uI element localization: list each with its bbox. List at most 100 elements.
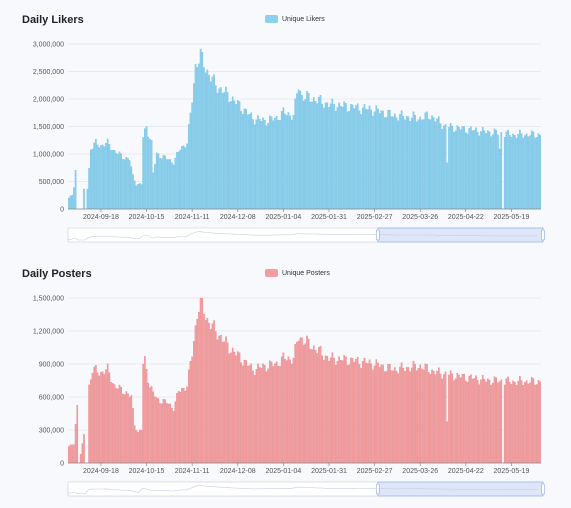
posters-bar[interactable] (334, 365, 337, 464)
posters-bar[interactable] (160, 403, 163, 464)
likers-bar[interactable] (453, 132, 455, 210)
likers-bar[interactable] (510, 136, 513, 210)
likers-bar[interactable] (118, 151, 121, 210)
posters-bar[interactable] (532, 378, 535, 464)
posters-bar[interactable] (73, 444, 75, 464)
likers-bar[interactable] (169, 159, 171, 210)
posters-bar[interactable] (451, 373, 454, 464)
posters-bar[interactable] (328, 361, 330, 464)
posters-bar[interactable] (453, 380, 455, 464)
posters-bar[interactable] (512, 380, 514, 464)
posters-bar[interactable] (127, 393, 129, 464)
posters-bar[interactable] (321, 355, 324, 464)
likers-bar[interactable] (389, 109, 391, 210)
posters-bar[interactable] (395, 370, 398, 464)
posters-bar[interactable] (356, 356, 359, 464)
likers-bar[interactable] (135, 185, 138, 210)
likers-bar[interactable] (326, 102, 329, 210)
posters-bar[interactable] (380, 364, 383, 464)
likers-bar[interactable] (517, 134, 519, 210)
posters-bar[interactable] (142, 363, 144, 464)
posters-bar[interactable] (280, 356, 283, 464)
likers-bar[interactable] (149, 138, 151, 210)
likers-bar[interactable] (497, 134, 499, 210)
likers-bar[interactable] (291, 119, 293, 210)
posters-bar[interactable] (289, 359, 291, 464)
likers-bar[interactable] (117, 154, 119, 210)
posters-bar[interactable] (429, 374, 432, 464)
likers-bar[interactable] (478, 135, 481, 210)
likers-bar[interactable] (414, 115, 416, 210)
posters-bar[interactable] (508, 382, 511, 464)
posters-bar[interactable] (497, 382, 499, 464)
likers-bar[interactable] (95, 138, 97, 210)
likers-bar[interactable] (331, 98, 334, 210)
posters-bar[interactable] (93, 366, 95, 464)
likers-bar[interactable] (221, 93, 224, 210)
likers-bar[interactable] (139, 183, 141, 210)
posters-bar[interactable] (365, 362, 367, 464)
likers-bar[interactable] (378, 113, 381, 210)
posters-bar[interactable] (363, 357, 366, 464)
likers-bar[interactable] (449, 122, 452, 210)
posters-bar[interactable] (253, 374, 256, 464)
likers-bar[interactable] (240, 111, 242, 210)
posters-bar[interactable] (361, 361, 364, 464)
posters-bar[interactable] (193, 341, 195, 464)
likers-bar[interactable] (539, 134, 541, 210)
likers-bar[interactable] (400, 110, 403, 210)
posters-bar[interactable] (188, 369, 190, 464)
posters-bar[interactable] (304, 343, 307, 464)
likers-bar[interactable] (272, 120, 275, 210)
posters-bar[interactable] (358, 364, 361, 464)
likers-bar[interactable] (218, 88, 220, 210)
posters-bar[interactable] (159, 403, 161, 464)
posters-bar[interactable] (343, 355, 345, 464)
likers-bar[interactable] (341, 106, 344, 210)
posters-bar[interactable] (218, 335, 220, 464)
posters-bar[interactable] (463, 373, 465, 464)
posters-bar[interactable] (478, 384, 481, 464)
likers-bar[interactable] (91, 148, 94, 210)
likers-bar[interactable] (336, 107, 339, 210)
posters-bar[interactable] (517, 380, 519, 464)
likers-bar[interactable] (446, 162, 449, 210)
posters-bar[interactable] (519, 376, 521, 464)
posters-bar[interactable] (182, 388, 185, 464)
likers-legend[interactable]: Unique Likers (265, 15, 325, 23)
likers-bar[interactable] (243, 108, 246, 210)
likers-bar[interactable] (125, 156, 128, 210)
posters-bar[interactable] (424, 363, 427, 464)
posters-bar[interactable] (179, 392, 182, 464)
posters-bar[interactable] (150, 386, 153, 464)
posters-bar[interactable] (382, 364, 384, 464)
posters-bar[interactable] (203, 313, 205, 464)
likers-bar[interactable] (132, 174, 134, 210)
likers-bar[interactable] (176, 152, 178, 210)
likers-bar[interactable] (498, 148, 501, 210)
posters-bar[interactable] (297, 340, 300, 464)
posters-bar[interactable] (186, 386, 188, 464)
likers-bar[interactable] (306, 91, 308, 210)
posters-bar[interactable] (235, 355, 237, 464)
likers-bar[interactable] (316, 103, 318, 210)
posters-bar[interactable] (341, 360, 344, 464)
likers-bar[interactable] (137, 184, 139, 210)
likers-bar[interactable] (490, 136, 492, 210)
posters-bar[interactable] (475, 375, 477, 464)
likers-bar[interactable] (409, 121, 411, 210)
posters-bar[interactable] (243, 359, 246, 464)
posters-bar[interactable] (223, 341, 226, 464)
posters-bar[interactable] (174, 401, 177, 464)
posters-bar[interactable] (534, 384, 536, 464)
posters-bar[interactable] (449, 370, 452, 464)
posters-bar[interactable] (91, 372, 94, 464)
posters-bar[interactable] (265, 371, 268, 464)
likers-bar[interactable] (199, 48, 202, 210)
likers-bar[interactable] (184, 147, 187, 210)
likers-bar[interactable] (345, 103, 347, 210)
likers-bar[interactable] (422, 119, 425, 210)
likers-bar[interactable] (399, 114, 401, 210)
posters-bar[interactable] (215, 331, 217, 464)
likers-bar[interactable] (382, 110, 384, 210)
